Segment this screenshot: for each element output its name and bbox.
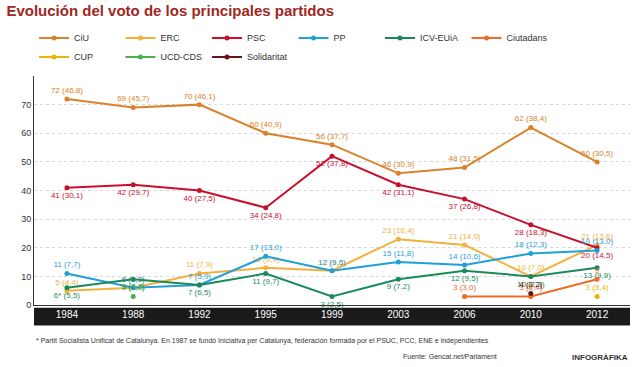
svg-text:6 (5,3): 6 (5,3) — [122, 275, 145, 284]
svg-text:Ciutadans: Ciutadans — [507, 33, 548, 43]
svg-text:40: 40 — [21, 186, 31, 196]
svg-text:11 (7,9): 11 (7,9) — [186, 260, 213, 269]
svg-text:ERC: ERC — [161, 33, 181, 43]
svg-text:1988: 1988 — [122, 309, 145, 320]
svg-text:INFOGRÀFIKA: INFOGRÀFIKA — [572, 353, 628, 362]
svg-text:CiU: CiU — [74, 33, 89, 43]
svg-text:UCD-CDS: UCD-CDS — [161, 52, 203, 62]
svg-text:30: 30 — [21, 214, 31, 224]
svg-text:6 (4,1): 6 (4,1) — [122, 275, 145, 284]
svg-text:10 (7,3): 10 (7,3) — [517, 280, 545, 289]
svg-text:21 (13,6): 21 (13,6) — [581, 232, 613, 241]
svg-text:50: 50 — [21, 157, 31, 167]
svg-text:50 (30,5): 50 (30,5) — [581, 149, 613, 158]
svg-text:4 (3,2): 4 (3,2) — [519, 280, 542, 289]
svg-text:Solidaritat: Solidaritat — [247, 52, 288, 62]
svg-text:3 (3,4): 3 (3,4) — [519, 283, 542, 292]
svg-text:3 (3,8): 3 (3,8) — [122, 283, 145, 292]
svg-text:PP: PP — [334, 33, 346, 43]
svg-text:20 (14,5): 20 (14,5) — [581, 251, 613, 260]
svg-text:19 (13,0): 19 (13,0) — [581, 237, 613, 246]
svg-text:9 (7,7): 9 (7,7) — [122, 282, 145, 291]
svg-text:20: 20 — [21, 243, 31, 253]
svg-text:23 (16,4): 23 (16,4) — [382, 226, 414, 235]
svg-text:11 (9,7): 11 (9,7) — [252, 277, 279, 286]
svg-text:62 (38,4): 62 (38,4) — [515, 114, 547, 123]
svg-text:21 (14,0): 21 (14,0) — [449, 232, 481, 241]
svg-text:42 (29,7): 42 (29,7) — [117, 188, 149, 197]
svg-text:5 (4,4): 5 (4,4) — [55, 278, 78, 287]
svg-text:11 (7,7): 11 (7,7) — [53, 260, 80, 269]
svg-text:42 (31,1): 42 (31,1) — [382, 188, 414, 197]
svg-text:Evolución del voto de los prin: Evolución del voto de los principales pa… — [6, 2, 334, 19]
svg-text:ICV-EUiA: ICV-EUiA — [420, 33, 458, 43]
svg-text:72 (46,8): 72 (46,8) — [51, 86, 83, 95]
svg-text:1992: 1992 — [188, 309, 211, 320]
svg-text:2010: 2010 — [520, 309, 543, 320]
svg-text:Fuente: Gencat.net/Parlament: Fuente: Gencat.net/Parlament — [403, 353, 497, 360]
svg-text:PSC: PSC — [247, 33, 266, 43]
svg-text:12 (8,6): 12 (8,6) — [318, 258, 346, 267]
svg-text:17 (13,0): 17 (13,0) — [250, 243, 282, 252]
svg-text:2006: 2006 — [453, 309, 476, 320]
svg-text:13 (9,4): 13 (9,4) — [252, 255, 280, 264]
svg-text:70: 70 — [21, 100, 31, 110]
svg-text:1995: 1995 — [255, 309, 278, 320]
svg-text:15 (11,8): 15 (11,8) — [383, 249, 415, 258]
svg-text:0: 0 — [26, 300, 31, 310]
svg-text:56 (37,7): 56 (37,7) — [316, 132, 348, 141]
svg-text:48 (31,5): 48 (31,5) — [449, 154, 481, 163]
svg-text:3 (3,0): 3 (3,0) — [453, 283, 476, 292]
svg-text:6* (5,5): 6* (5,5) — [54, 291, 81, 300]
svg-text:70 (46,1): 70 (46,1) — [183, 92, 215, 101]
svg-text:13 (9,9): 13 (9,9) — [583, 271, 611, 280]
svg-text:12 (9,5): 12 (9,5) — [451, 274, 479, 283]
svg-text:10 (7,0): 10 (7,0) — [517, 263, 545, 272]
svg-text:46 (30,9): 46 (30,9) — [382, 160, 414, 169]
svg-text:9 (7,2): 9 (7,2) — [387, 282, 410, 291]
svg-text:52 (37,8): 52 (37,8) — [316, 159, 348, 168]
svg-text:37 (26,8): 37 (26,8) — [449, 202, 481, 211]
svg-text:3 (2,5): 3 (2,5) — [320, 300, 343, 309]
svg-text:12 (9,5): 12 (9,5) — [318, 258, 346, 267]
svg-text:14 (10,6): 14 (10,6) — [449, 252, 481, 261]
svg-text:40 (27,5): 40 (27,5) — [183, 194, 215, 203]
svg-text:41 (30,1): 41 (30,1) — [51, 191, 83, 200]
svg-text:2003: 2003 — [387, 309, 410, 320]
svg-text:34 (24,8): 34 (24,8) — [250, 211, 282, 220]
svg-text:18 (12,3): 18 (12,3) — [515, 240, 547, 249]
svg-text:7 (5,9): 7 (5,9) — [188, 272, 211, 281]
svg-text:CUP: CUP — [74, 52, 93, 62]
svg-text:60: 60 — [21, 128, 31, 138]
svg-text:10: 10 — [21, 272, 31, 282]
svg-text:28 (18,3): 28 (18,3) — [515, 228, 547, 237]
svg-text:60 (40,9): 60 (40,9) — [250, 120, 282, 129]
svg-text:1999: 1999 — [321, 309, 344, 320]
svg-text:7 (6,5): 7 (6,5) — [188, 288, 211, 297]
svg-text:* Partit Socialista Unificat d: * Partit Socialista Unificat de Cataluny… — [36, 337, 489, 345]
svg-text:3 (3,4): 3 (3,4) — [586, 283, 609, 292]
svg-text:69 (45,7): 69 (45,7) — [117, 94, 149, 103]
svg-text:9: 9 — [595, 266, 600, 275]
svg-text:2012: 2012 — [586, 309, 609, 320]
svg-text:1984: 1984 — [56, 309, 79, 320]
